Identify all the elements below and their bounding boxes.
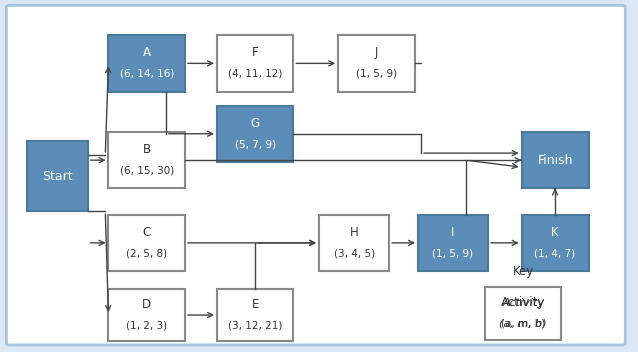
Text: Finish: Finish bbox=[537, 154, 573, 166]
Text: Activity: Activity bbox=[501, 296, 545, 309]
Text: (3, 4, 5): (3, 4, 5) bbox=[334, 249, 375, 258]
Text: J: J bbox=[375, 46, 378, 59]
FancyBboxPatch shape bbox=[522, 215, 588, 271]
Text: (6, 14, 16): (6, 14, 16) bbox=[119, 69, 174, 79]
FancyBboxPatch shape bbox=[217, 289, 293, 341]
Text: (3, 12, 21): (3, 12, 21) bbox=[228, 321, 283, 331]
FancyBboxPatch shape bbox=[108, 35, 185, 92]
FancyBboxPatch shape bbox=[418, 215, 488, 271]
FancyBboxPatch shape bbox=[108, 215, 185, 271]
Text: (a, m, b): (a, m, b) bbox=[501, 319, 545, 329]
FancyBboxPatch shape bbox=[217, 106, 293, 162]
FancyBboxPatch shape bbox=[485, 287, 561, 340]
FancyBboxPatch shape bbox=[217, 35, 293, 92]
Text: Activity: Activity bbox=[502, 298, 544, 308]
FancyBboxPatch shape bbox=[27, 141, 88, 211]
FancyBboxPatch shape bbox=[319, 215, 389, 271]
FancyBboxPatch shape bbox=[522, 132, 588, 188]
Text: (5, 7, 9): (5, 7, 9) bbox=[235, 139, 276, 149]
Text: A: A bbox=[143, 46, 151, 59]
FancyBboxPatch shape bbox=[338, 35, 415, 92]
Text: (1, 5, 9): (1, 5, 9) bbox=[433, 249, 473, 258]
Text: E: E bbox=[251, 298, 259, 311]
Text: B: B bbox=[143, 143, 151, 156]
Text: K: K bbox=[551, 226, 559, 239]
Text: H: H bbox=[350, 226, 359, 239]
Text: Key: Key bbox=[512, 265, 534, 277]
Text: F: F bbox=[252, 46, 258, 59]
Text: (1, 4, 7): (1, 4, 7) bbox=[535, 249, 575, 258]
Text: G: G bbox=[251, 117, 260, 130]
Text: C: C bbox=[143, 226, 151, 239]
Text: (1, 5, 9): (1, 5, 9) bbox=[356, 69, 397, 79]
FancyBboxPatch shape bbox=[108, 289, 185, 341]
Text: (a, m, b): (a, m, b) bbox=[500, 319, 547, 329]
Text: (4, 11, 12): (4, 11, 12) bbox=[228, 69, 283, 79]
Text: D: D bbox=[142, 298, 151, 311]
Text: I: I bbox=[451, 226, 455, 239]
Text: (2, 5, 8): (2, 5, 8) bbox=[126, 249, 167, 258]
Text: (1, 2, 3): (1, 2, 3) bbox=[126, 321, 167, 331]
FancyBboxPatch shape bbox=[6, 5, 625, 345]
Text: (6, 15, 30): (6, 15, 30) bbox=[119, 166, 174, 176]
Text: Start: Start bbox=[42, 170, 73, 182]
FancyBboxPatch shape bbox=[108, 132, 185, 188]
